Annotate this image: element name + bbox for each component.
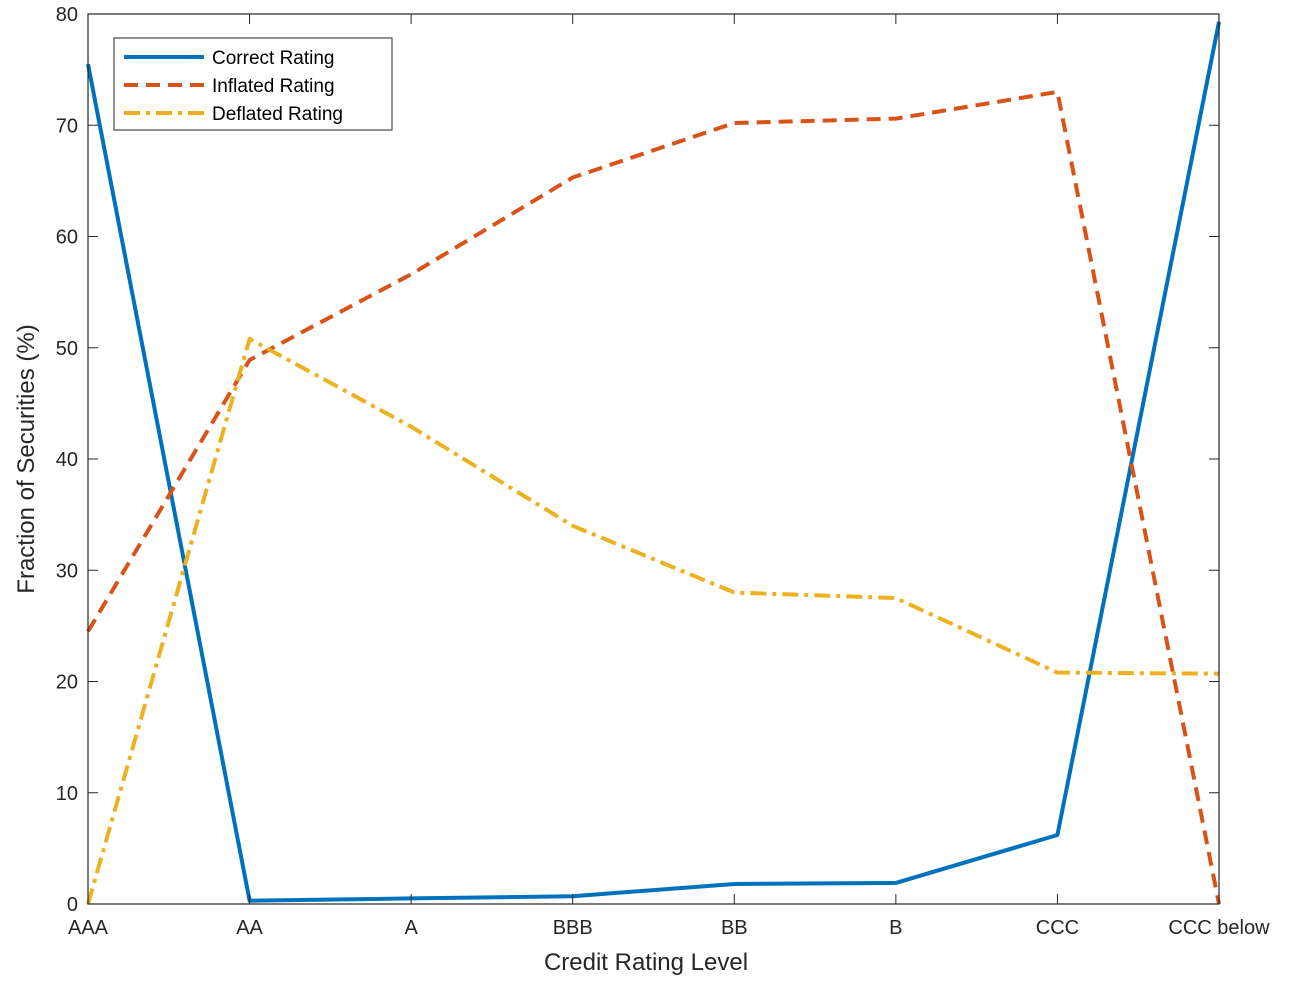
x-tick-label: AA: [236, 917, 263, 939]
x-axis-title: Credit Rating Level: [544, 949, 748, 976]
series-line-2: [86, 89, 1221, 905]
x-tick-label: CCC below: [1168, 917, 1270, 939]
legend-label-3: Deflated Rating: [212, 104, 343, 125]
series-layer: [86, 21, 1221, 905]
x-tick-label: BB: [721, 917, 748, 939]
series-line-1: [86, 21, 1221, 903]
y-tick-label: 50: [56, 338, 78, 360]
legend-label-1: Correct Rating: [212, 48, 335, 69]
y-tick-label: 60: [56, 227, 78, 249]
x-tick-label: BBB: [553, 917, 593, 939]
x-tick-label: A: [404, 917, 418, 939]
y-tick-label: 80: [56, 4, 78, 26]
legend-label-2: Inflated Rating: [212, 76, 335, 97]
ticks-layer: AAA AA A BBB BB B CCC CCC below0102030405060708…: [56, 4, 1270, 939]
y-tick-label: 70: [56, 115, 78, 137]
x-tick-label: AAA: [68, 917, 109, 939]
y-tick-label: 20: [56, 672, 78, 694]
series-line-3: [86, 336, 1220, 905]
y-axis-title: Fraction of Securities (%): [13, 324, 40, 593]
y-tick-label: 30: [56, 560, 78, 582]
plot-area: [88, 14, 1219, 904]
x-tick-label: CCC: [1036, 917, 1079, 939]
y-tick-label: 10: [56, 783, 78, 805]
legend: Correct Rating Inflated Rating Deflated Ra…: [113, 37, 393, 131]
x-tick-label: B: [889, 917, 902, 939]
y-tick-label: 40: [56, 449, 78, 471]
y-tick-label: 0: [67, 894, 78, 916]
